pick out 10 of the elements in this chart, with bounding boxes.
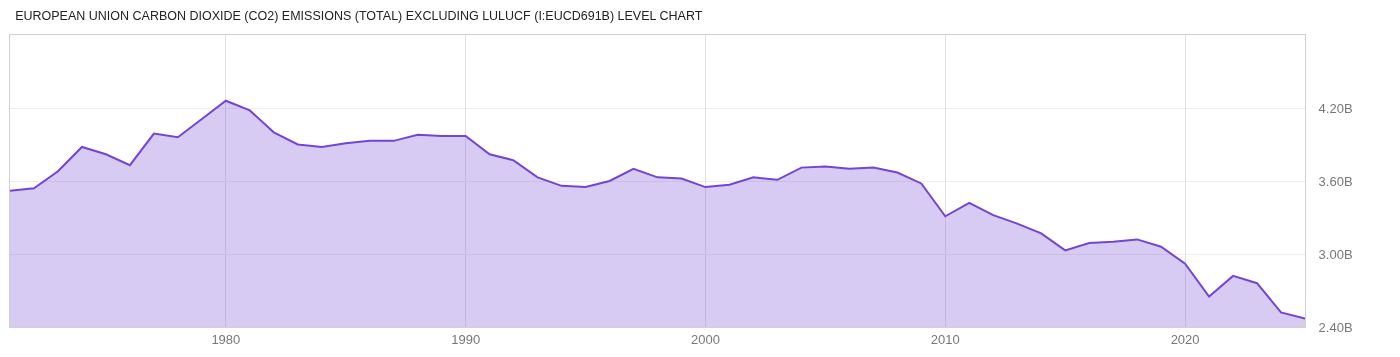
y-tick-label: 4.20B: [1318, 100, 1353, 116]
y-tick-label: 3.00B: [1318, 246, 1353, 262]
x-tick-label: 2020: [1170, 331, 1200, 347]
x-tick-label: 1980: [211, 331, 241, 347]
x-tick-label: 2000: [691, 331, 720, 347]
chart-title: EUROPEAN UNION CARBON DIOXIDE (CO2) EMISSIONS (TOTAL) EXCLUDING LULUCF (I:EUCD691B) LEVEL CHART: [15, 9, 703, 24]
x-tick-label: 1990: [451, 331, 481, 347]
x-tick-label: 2010: [930, 331, 960, 347]
y-tick-label: 3.60B: [1318, 173, 1353, 189]
y-tick-label: 2.40B: [1318, 319, 1353, 335]
